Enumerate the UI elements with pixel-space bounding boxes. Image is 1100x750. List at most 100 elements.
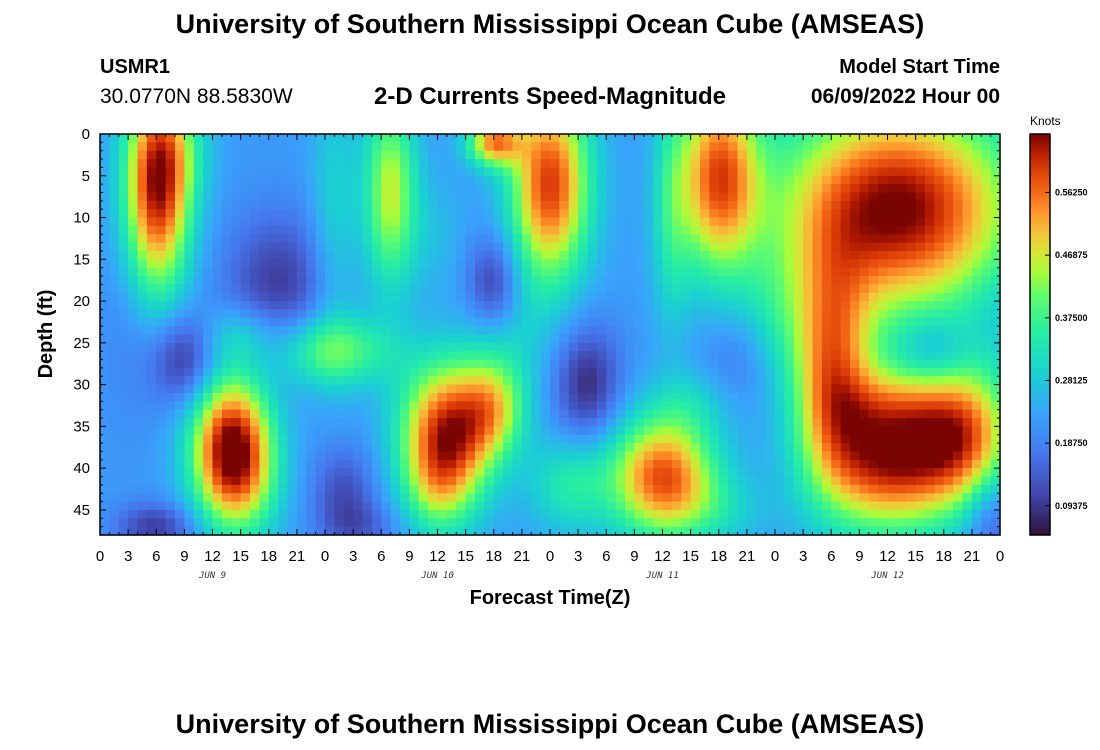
- heatmap-cell: [765, 342, 776, 352]
- heatmap-cell: [803, 184, 814, 194]
- heatmap-cell: [728, 284, 739, 294]
- heatmap-cell: [634, 242, 645, 252]
- heatmap-cell: [409, 401, 420, 411]
- heatmap-cell: [746, 301, 757, 311]
- heatmap-cell: [343, 217, 354, 227]
- heatmap-cell: [925, 292, 935, 302]
- heatmap-cell: [756, 359, 767, 369]
- heatmap-cell: [596, 142, 607, 152]
- heatmap-cell: [915, 250, 926, 260]
- heatmap-cell: [278, 342, 289, 352]
- heatmap-cell: [821, 526, 832, 536]
- heatmap-cell: [278, 234, 289, 244]
- heatmap-cell: [203, 484, 214, 494]
- heatmap-cell: [962, 518, 973, 528]
- heatmap-cell: [587, 459, 598, 469]
- heatmap-cell: [428, 367, 439, 377]
- heatmap-cell: [240, 309, 251, 319]
- heatmap-cell: [221, 250, 232, 260]
- heatmap-cell: [859, 309, 870, 319]
- heatmap-cell: [296, 451, 307, 461]
- heatmap-cell: [784, 418, 795, 427]
- heatmap-cell: [315, 367, 326, 377]
- heatmap-cell: [568, 484, 579, 494]
- heatmap-cell: [100, 292, 110, 302]
- heatmap-cell: [709, 526, 720, 536]
- heatmap-cell: [437, 284, 448, 294]
- heatmap-cell: [353, 426, 364, 436]
- heatmap-cell: [681, 401, 692, 411]
- heatmap-cell: [596, 209, 607, 219]
- heatmap-cell: [118, 443, 129, 453]
- heatmap-cell: [146, 200, 157, 210]
- heatmap-cell: [484, 309, 495, 319]
- y-tick-label: 25: [73, 335, 90, 352]
- heatmap-cell: [109, 418, 120, 427]
- heatmap-cell: [821, 476, 832, 486]
- heatmap-cell: [137, 359, 148, 369]
- heatmap-cell: [906, 451, 917, 461]
- heatmap-cell: [390, 376, 401, 386]
- heatmap-cell: [287, 284, 298, 294]
- heatmap-cell: [925, 409, 935, 419]
- heatmap-cell: [934, 292, 945, 302]
- heatmap-cell: [259, 384, 270, 394]
- heatmap-cell: [625, 242, 635, 252]
- heatmap-cell: [578, 418, 589, 427]
- heatmap-cell: [137, 175, 148, 185]
- heatmap-cell: [821, 292, 832, 302]
- heatmap-cell: [896, 384, 907, 394]
- heatmap-cell: [925, 468, 935, 478]
- heatmap-cell: [606, 418, 617, 427]
- heatmap-cell: [146, 443, 157, 453]
- heatmap-cell: [390, 334, 401, 344]
- heatmap-cell: [568, 309, 579, 319]
- heatmap-cell: [109, 426, 120, 436]
- heatmap-cell: [418, 418, 429, 427]
- heatmap-cell: [887, 526, 898, 536]
- heatmap-cell: [278, 142, 289, 152]
- heatmap-cell: [353, 317, 364, 327]
- heatmap-cell: [943, 426, 954, 436]
- heatmap-cell: [296, 259, 307, 269]
- heatmap-cell: [962, 334, 973, 344]
- heatmap-cell: [962, 376, 973, 386]
- heatmap-cell: [146, 150, 157, 160]
- heatmap-cell: [896, 309, 907, 319]
- heatmap-cell: [718, 142, 729, 152]
- heatmap-cell: [484, 175, 495, 185]
- heatmap-cell: [587, 476, 598, 486]
- heatmap-cell: [184, 142, 195, 152]
- heatmap-cell: [512, 451, 523, 461]
- heatmap-cell: [184, 284, 195, 294]
- heatmap-cell: [503, 526, 514, 536]
- heatmap-cell: [231, 259, 242, 269]
- heatmap-cell: [146, 342, 157, 352]
- heatmap-cell: [343, 234, 354, 244]
- heatmap-cell: [137, 409, 148, 419]
- heatmap-cell: [409, 267, 420, 277]
- heatmap-cell: [503, 200, 514, 210]
- heatmap-cell: [962, 284, 973, 294]
- heatmap-cell: [681, 209, 692, 219]
- heatmap-cell: [625, 484, 635, 494]
- heatmap-cell: [681, 225, 692, 235]
- x-tick-label: 21: [739, 548, 756, 565]
- heatmap-cell: [746, 434, 757, 444]
- heatmap-cell: [756, 443, 767, 453]
- heatmap-cell: [962, 434, 973, 444]
- heatmap-cell: [746, 384, 757, 394]
- heatmap-cell: [128, 418, 139, 427]
- heatmap-cell: [859, 284, 870, 294]
- heatmap-cell: [146, 259, 157, 269]
- heatmap-cell: [493, 150, 504, 160]
- heatmap-cell: [540, 184, 551, 194]
- heatmap-cell: [381, 184, 392, 194]
- heatmap-cell: [728, 351, 739, 361]
- heatmap-cell: [906, 351, 917, 361]
- heatmap-cell: [493, 476, 504, 486]
- heatmap-cell: [775, 426, 785, 436]
- heatmap-cell: [559, 526, 570, 536]
- heatmap-cell: [428, 292, 439, 302]
- heatmap-cell: [428, 418, 439, 427]
